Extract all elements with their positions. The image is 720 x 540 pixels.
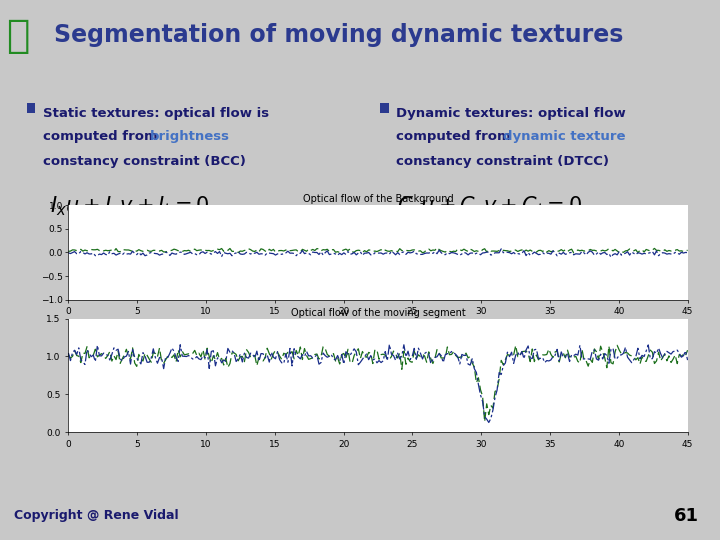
Bar [380, 103, 389, 113]
Text: computed from: computed from [43, 130, 163, 143]
Text: Segmentation of moving dynamic textures: Segmentation of moving dynamic textures [54, 23, 624, 47]
Text: Dynamic textures: optical flow: Dynamic textures: optical flow [396, 107, 626, 120]
Text: constancy constraint (DTCC): constancy constraint (DTCC) [396, 155, 609, 168]
Text: Copyright @ Rene Vidal: Copyright @ Rene Vidal [14, 509, 179, 522]
Text: Static textures: optical flow is: Static textures: optical flow is [43, 107, 269, 120]
Bar [27, 103, 35, 113]
Text: dynamic texture: dynamic texture [503, 130, 625, 143]
Text: $C_x u + C_y v + C_t = 0$: $C_x u + C_y v + C_t = 0$ [397, 194, 582, 221]
Text: computed from: computed from [396, 130, 516, 143]
Title: Optical flow of the moving segment: Optical flow of the moving segment [291, 308, 465, 318]
Text: brightness: brightness [150, 130, 230, 143]
Title: Optical flow of the Background: Optical flow of the Background [302, 194, 454, 205]
Text: 61: 61 [673, 507, 698, 525]
Text: Ⓢ: Ⓢ [6, 17, 30, 56]
Text: $I_x u + I_y v + I_t = 0$: $I_x u + I_y v + I_t = 0$ [50, 194, 210, 221]
Text: constancy constraint (BCC): constancy constraint (BCC) [43, 155, 246, 168]
